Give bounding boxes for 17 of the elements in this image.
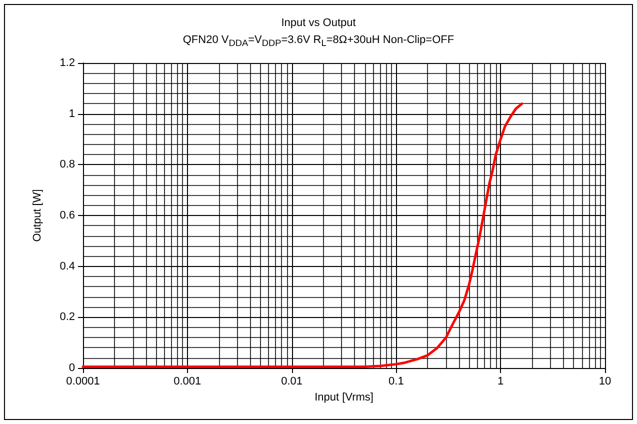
x-tick-label: 1	[498, 376, 504, 388]
x-tick-label: 0.0001	[66, 376, 100, 388]
y-tick-label: 0	[68, 362, 75, 374]
chart-subtitle: QFN20 V$_{DDA}$=V$_{DDP}$=3.6V R$_{L}$=8Ω+30uH Non-Clip=OFF	[182, 33, 456, 50]
x-tick-label: 10	[598, 376, 612, 388]
chart-title: Input vs Output	[280, 16, 357, 31]
x-tick-label: 0.01	[281, 376, 303, 388]
y-tick-label: 0.2	[60, 311, 75, 324]
y-tick-label: 1.2	[60, 57, 75, 69]
y-tick-label: 0.8	[60, 158, 75, 171]
x-axis-title: Input [Vrms]	[314, 391, 374, 404]
x-tick-label: 0.001	[174, 376, 202, 388]
y-axis-title: Output [W]	[32, 189, 44, 242]
y-tick-label: 1	[68, 108, 75, 120]
x-tick-label: 0.1	[388, 376, 404, 388]
y-tick-label: 0.6	[60, 210, 75, 222]
y-tick-label: 0.4	[60, 260, 75, 272]
